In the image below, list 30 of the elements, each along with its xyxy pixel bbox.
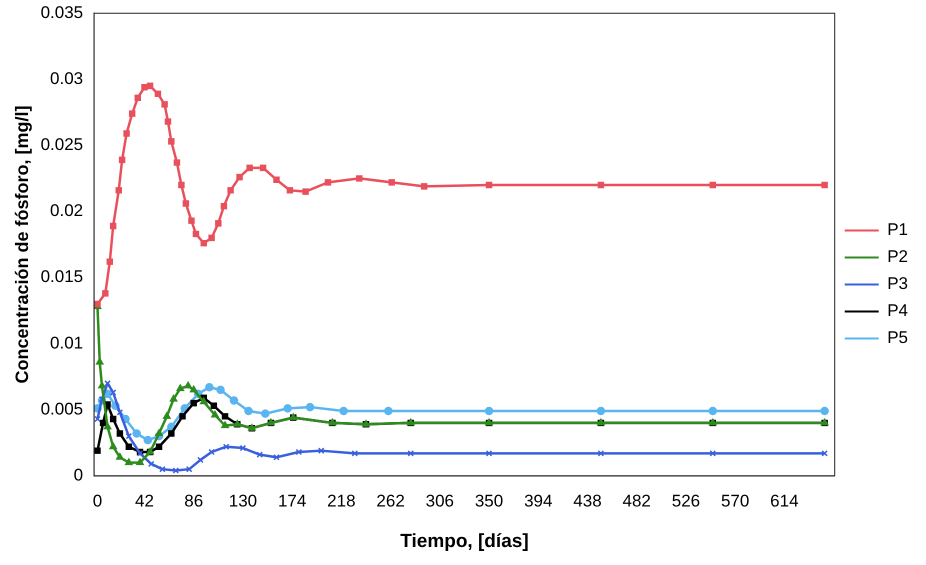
- x-tick-label: 350: [474, 492, 504, 511]
- y-tick-label: 0.03: [50, 68, 84, 88]
- x-tick-label: 86: [184, 492, 204, 511]
- x-tick-label: 394: [524, 492, 552, 511]
- y-tick-label: 0.025: [40, 135, 84, 154]
- x-tick-label: 306: [426, 492, 454, 511]
- legend-label: P2: [887, 247, 908, 266]
- legend-label: P4: [887, 301, 908, 320]
- y-tick-label: 0.01: [50, 333, 84, 352]
- x-tick-label: 130: [228, 492, 258, 511]
- x-tick-label: 482: [622, 492, 651, 511]
- y-tick-label: 0.035: [40, 2, 84, 22]
- x-tick-label: 42: [135, 492, 154, 511]
- legend-label: P3: [887, 274, 908, 294]
- y-tick-label: 0.015: [40, 267, 84, 286]
- legend-label: P1: [887, 220, 908, 240]
- x-tick-label: 614: [770, 492, 799, 511]
- x-tick-label: 262: [376, 492, 405, 511]
- x-tick-label: 526: [672, 492, 700, 511]
- x-tick-label: 438: [573, 492, 602, 511]
- y-tick-label: 0.005: [40, 399, 84, 418]
- x-tick-label: 0: [92, 492, 102, 511]
- x-tick-label: 218: [327, 492, 356, 511]
- y-tick-label: 0: [74, 465, 84, 484]
- x-tick-label: 570: [720, 492, 750, 511]
- x-tick-label: 174: [278, 492, 306, 511]
- legend-label: P5: [887, 328, 908, 348]
- x-axis-title: Tiempo, [días]: [400, 530, 529, 552]
- y-tick-label: 0.02: [50, 201, 84, 220]
- y-axis-title: Concentración de fósforo, [mg/l]: [12, 105, 32, 384]
